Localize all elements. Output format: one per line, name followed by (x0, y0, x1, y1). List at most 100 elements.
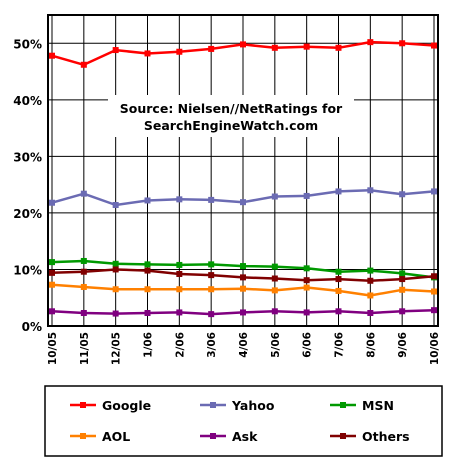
data-point-msn (49, 259, 55, 266)
x-tick-label: 2/06 (174, 332, 186, 358)
y-tick-label: 40% (13, 94, 42, 108)
data-point-ask (431, 307, 437, 314)
data-point-others (144, 267, 151, 274)
data-point-google (303, 43, 310, 50)
data-point-yahoo (208, 196, 215, 203)
data-point-aol (208, 286, 215, 293)
legend-swatch-marker (340, 402, 346, 408)
data-point-aol (303, 284, 310, 291)
data-point-ask (144, 309, 151, 316)
legend-label: Others (362, 429, 410, 444)
data-point-google (144, 50, 151, 57)
annotation-line-1: Source: Nielsen//NetRatings for (120, 101, 343, 116)
data-point-msn (112, 260, 119, 267)
legend-swatch-marker (210, 433, 216, 439)
legend-item-aol: AOL (70, 429, 130, 444)
legend-item-ask: Ask (200, 429, 258, 444)
data-point-aol (80, 283, 87, 290)
data-point-aol (112, 286, 119, 293)
data-point-google (431, 42, 437, 49)
legend-swatch-marker (210, 402, 216, 408)
data-point-yahoo (144, 197, 151, 204)
data-point-google (240, 41, 246, 48)
data-point-ask (240, 309, 246, 316)
data-point-msn (335, 268, 342, 275)
y-tick-label: 0% (22, 320, 42, 334)
data-point-google (367, 39, 374, 46)
legend-item-yahoo: Yahoo (200, 398, 275, 413)
x-tick-label: 10/05 (47, 332, 59, 365)
data-point-aol (271, 287, 278, 294)
data-point-others (303, 277, 310, 284)
series-msn (49, 257, 437, 281)
data-point-ask (335, 308, 342, 315)
data-point-aol (49, 281, 55, 288)
y-axis-ticks: 0% 10% 20% 30% 40% 50% (13, 37, 42, 334)
data-point-yahoo (367, 187, 374, 194)
data-point-aol (399, 286, 406, 293)
data-point-yahoo (431, 188, 437, 195)
data-point-ask (271, 308, 278, 315)
data-point-msn (367, 267, 374, 274)
y-tick-label: 20% (13, 207, 42, 221)
legend-label: Yahoo (231, 398, 275, 413)
x-tick-label: 4/06 (238, 332, 250, 358)
data-point-google (271, 44, 278, 51)
data-point-others (271, 275, 278, 282)
legend-swatch-marker (80, 402, 86, 408)
x-tick-label: 3/06 (206, 332, 218, 358)
data-point-ask (208, 311, 215, 318)
data-point-aol (335, 287, 342, 294)
data-point-google (112, 47, 119, 54)
data-point-others (176, 270, 183, 277)
data-point-aol (367, 292, 374, 299)
x-axis-ticks: 10/05 11/05 12/05 1/06 2/06 3/06 4/06 5/06 6/06 7… (47, 332, 441, 365)
data-point-msn (303, 265, 310, 272)
data-point-yahoo (112, 201, 119, 208)
data-point-aol (176, 286, 183, 293)
annotation-box (108, 95, 354, 137)
data-point-others (335, 276, 342, 283)
y-tick-label: 10% (13, 263, 42, 277)
data-point-msn (399, 270, 406, 277)
data-point-msn (208, 261, 215, 268)
data-point-msn (271, 263, 278, 270)
data-point-yahoo (49, 199, 55, 206)
series-yahoo (49, 187, 437, 208)
data-point-others (367, 277, 374, 284)
data-point-google (49, 52, 55, 59)
legend-item-msn: MSN (330, 398, 394, 413)
legend-item-others: Others (330, 429, 410, 444)
x-tick-label: 12/05 (111, 332, 123, 365)
data-point-others (431, 273, 437, 280)
legend-label: MSN (362, 398, 394, 413)
data-point-yahoo (80, 190, 87, 197)
data-point-msn (80, 257, 87, 264)
data-point-msn (144, 261, 151, 268)
data-point-ask (49, 308, 55, 315)
legend-label: Ask (232, 429, 258, 444)
data-point-msn (240, 263, 246, 270)
data-point-yahoo (399, 191, 406, 198)
data-point-others (80, 268, 87, 275)
legend-box (44, 385, 443, 457)
y-tick-label: 30% (13, 150, 42, 164)
data-point-yahoo (303, 192, 310, 199)
data-point-google (208, 45, 215, 52)
x-tick-label: 1/06 (143, 332, 155, 358)
data-point-aol (144, 286, 151, 293)
data-point-yahoo (335, 188, 342, 195)
annotation-line-2: SearchEngineWatch.com (144, 118, 318, 133)
data-point-yahoo (240, 199, 246, 206)
x-tick-label: 10/06 (429, 332, 441, 365)
series-aol (49, 281, 437, 299)
x-tick-label: 9/06 (397, 332, 409, 358)
data-point-others (240, 274, 246, 281)
data-point-others (208, 272, 215, 279)
x-tick-label: 11/05 (79, 332, 91, 365)
data-point-yahoo (271, 193, 278, 200)
series-ask (49, 307, 437, 318)
legend-swatch-marker (340, 433, 346, 439)
data-point-ask (176, 309, 183, 316)
